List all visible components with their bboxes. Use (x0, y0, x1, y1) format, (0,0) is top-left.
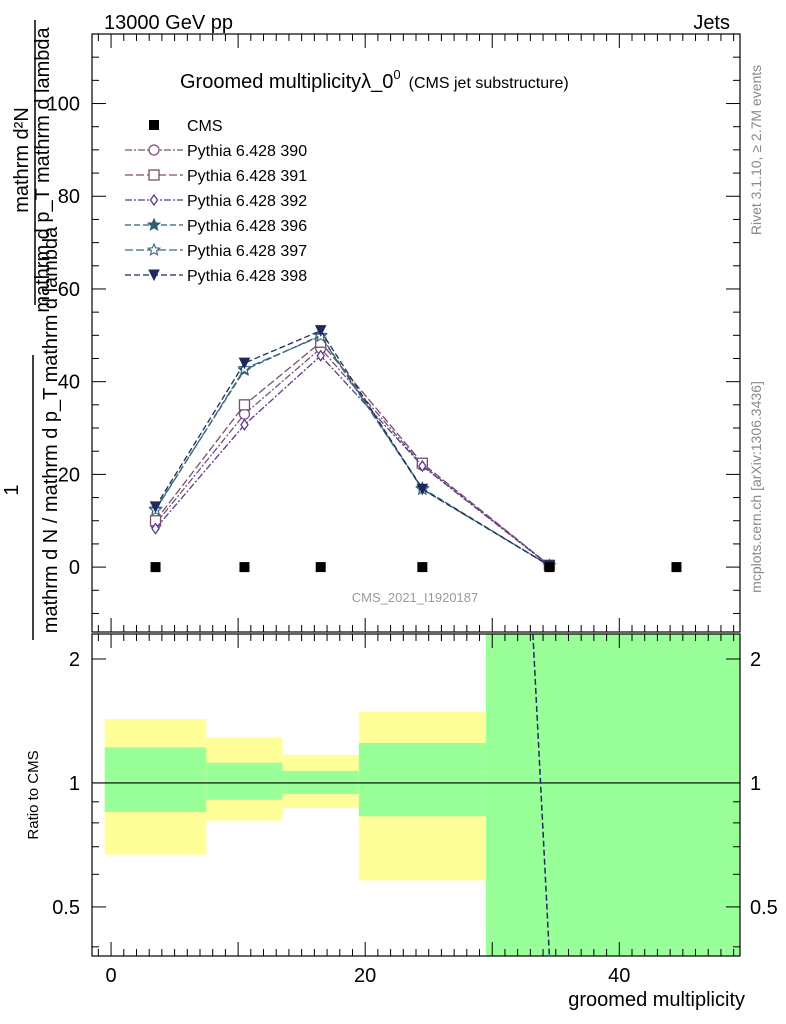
axis-ticks (92, 34, 740, 956)
y-axis-label: 1 mathrm d²N mathrm d p_T mathrm d lambd… (1, 20, 62, 640)
series-line-2 (155, 354, 550, 567)
y-tick-label: 60 (58, 279, 80, 301)
legend-marker-1 (148, 169, 160, 181)
ratio-y-tick-label: 2 (69, 649, 80, 671)
ratio-y-tick-label: 1 (69, 773, 80, 795)
series-line-5 (154, 329, 550, 567)
y-tick-label: 80 (58, 186, 80, 208)
ratio-y-tick-label-right: 0.5 (750, 897, 778, 919)
legend-cms-label: CMS (187, 118, 223, 135)
ratio-y-tick-label: 0.5 (52, 897, 80, 919)
chart-title-main: Groomed multiplicityλ_0 (180, 71, 393, 93)
mcplots-source-label: mcplots.cern.ch [arXiv:1306.3436] (748, 381, 764, 593)
ratio-uncertainty-bands (104, 634, 740, 956)
series-point-2 (418, 459, 427, 473)
cms-data-point (671, 562, 682, 573)
y-tick-label: 100 (47, 94, 80, 116)
series-line-1 (154, 341, 550, 566)
series-layer (148, 325, 557, 572)
cms-data-point (544, 562, 555, 573)
ratio-green-band-3 (358, 743, 486, 817)
y-axis-label-top-line: mathrm d²N (11, 107, 33, 213)
x-axis-label: groomed multiplicity (568, 989, 745, 1011)
series-line-0 (154, 347, 550, 566)
ratio-y-tick-label-right: 1 (750, 773, 761, 795)
y-axis-label-fraction-numerator: 1 (1, 484, 23, 495)
y-axis-label-denominator: mathrm d N / mathrm d p_T mathrm d lambd… (40, 226, 62, 633)
ratio-green-band-0 (104, 747, 207, 813)
ratio-y-tick-label-right: 2 (750, 649, 761, 671)
cms-data-layer (150, 562, 682, 573)
series-point-5 (238, 357, 251, 370)
legend-marker-2 (149, 193, 159, 207)
series-point-5 (314, 325, 327, 337)
series-point-0 (238, 408, 251, 420)
ratio-mc-lines (92, 633, 740, 957)
y-tick-label: 20 (58, 464, 80, 486)
series-point-5 (149, 501, 162, 513)
axis-tick-labels: 0 20 40 0 20 40 60 80 100 0.5 0.5 1 1 2 2 (47, 94, 778, 987)
chart-title: Groomed multiplicityλ_00 (CMS jet substru… (180, 67, 569, 93)
legend-label-2: Pythia 6.428 392 (187, 193, 307, 210)
legend-label-5: Pythia 6.428 398 (187, 268, 307, 285)
legend-marker-4 (146, 242, 162, 257)
analysis-id-label: CMS_2021_I1920187 (352, 590, 479, 605)
cms-data-point (417, 562, 428, 573)
cms-data-point (239, 562, 250, 573)
legend-label-4: Pythia 6.428 397 (187, 243, 307, 260)
cms-data-point (150, 562, 161, 573)
y-axis-label-bottom-line: mathrm d p_T mathrm d lambda (32, 26, 54, 312)
legend-marker-0 (148, 144, 160, 156)
series-point-2 (240, 418, 249, 431)
ratio-y-axis-label: Ratio to CMS (25, 750, 42, 839)
x-tick-label: 0 (105, 965, 116, 987)
x-tick-label: 40 (608, 965, 630, 987)
x-tick-label: 20 (354, 965, 376, 987)
series-point-2 (151, 522, 160, 535)
y-tick-label: 0 (69, 557, 80, 579)
series-point-5 (416, 483, 429, 496)
legend-marker-5 (148, 269, 160, 282)
legend-label-3: Pythia 6.428 396 (187, 218, 307, 235)
legend-label-0: Pythia 6.428 390 (187, 143, 307, 160)
header-category-label: Jets (693, 12, 730, 34)
ratio-green-band-1 (206, 762, 283, 800)
legend-label-1: Pythia 6.428 391 (187, 168, 307, 185)
cms-data-point (315, 562, 326, 573)
y-tick-label: 40 (58, 372, 80, 394)
legend: CMS Pythia 6.428 390 Pythia 6.428 391 Pythi… (125, 118, 307, 285)
chart-title-note: (CMS jet substructure) (409, 75, 569, 92)
chart-title-superscript: 0 (393, 67, 400, 82)
rivet-version-label: Rivet 3.1.10, ≥ 2.7M events (748, 65, 764, 235)
legend-marker-3 (146, 217, 162, 232)
series-point-2 (316, 349, 325, 362)
header-energy-label: 13000 GeV pp (104, 12, 233, 34)
ratio-green-band-4 (485, 634, 740, 956)
series-point-1 (238, 399, 251, 411)
legend-cms-marker (149, 120, 159, 130)
